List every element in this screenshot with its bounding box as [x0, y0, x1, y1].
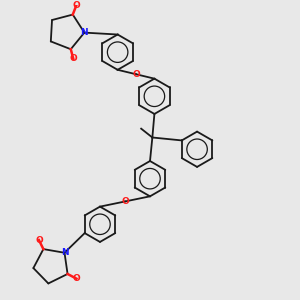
- Text: O: O: [73, 1, 80, 10]
- Text: O: O: [73, 274, 80, 283]
- Text: N: N: [61, 248, 68, 257]
- Text: O: O: [132, 70, 140, 79]
- Text: O: O: [121, 197, 129, 206]
- Text: N: N: [80, 28, 88, 37]
- Text: O: O: [35, 236, 43, 244]
- Text: O: O: [70, 54, 77, 63]
